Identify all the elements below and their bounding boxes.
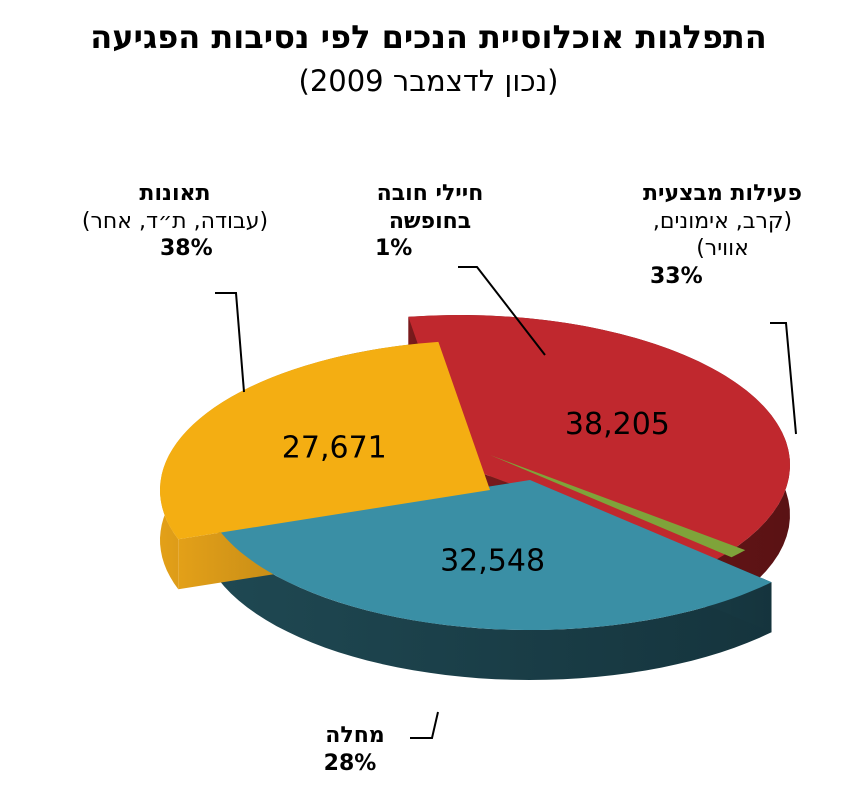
slice-operational-side xyxy=(218,529,772,680)
label-illness: מחלה 28% xyxy=(300,722,410,777)
leader-accidents xyxy=(215,292,245,393)
leader-operational xyxy=(770,322,797,435)
label-soldiers-leave: חיילי חובה בחופשה 1% xyxy=(330,180,530,263)
value-label-illness: 27,671 xyxy=(282,431,387,466)
label-accidents-percent: 38% xyxy=(160,236,213,261)
chart-title: התפלגות אוכלוסיית הנכים לפי נסיבות הפגיע… xyxy=(90,18,767,56)
chart-subtitle: (נכון לדצמבר 2009) xyxy=(298,64,559,98)
label-soldiers-leave-percent: 1% xyxy=(375,236,413,261)
value-label-operational: 32,548 xyxy=(440,544,545,579)
leader-illness xyxy=(410,711,439,739)
leader-soldiers-leave xyxy=(458,266,546,356)
label-illness-name: מחלה xyxy=(325,723,385,748)
label-accidents-detail: (עבודה, ת״ד, אחר) xyxy=(81,208,269,234)
label-operational-percent: 33% xyxy=(650,263,703,289)
slice-illness xyxy=(159,341,490,540)
label-operational: פעילות מבצעית (קרב, אימונים, אוויר) 33% xyxy=(600,180,845,290)
slice-soldiers-leave xyxy=(490,455,746,558)
label-accidents-name: תאונות xyxy=(139,181,211,206)
value-label-accidents: 38,205 xyxy=(565,407,670,442)
label-soldiers-leave-name: חיילי חובה בחופשה xyxy=(376,181,484,234)
label-accidents: תאונות (עבודה, ת״ד, אחר) 38% xyxy=(20,180,330,263)
slice-operational xyxy=(218,480,772,630)
label-operational-name: פעילות מבצעית xyxy=(642,181,802,206)
slice-accidents xyxy=(408,314,791,561)
label-operational-detail: (קרב, אימונים, אוויר) xyxy=(652,208,793,262)
label-illness-percent: 28% xyxy=(323,750,377,776)
